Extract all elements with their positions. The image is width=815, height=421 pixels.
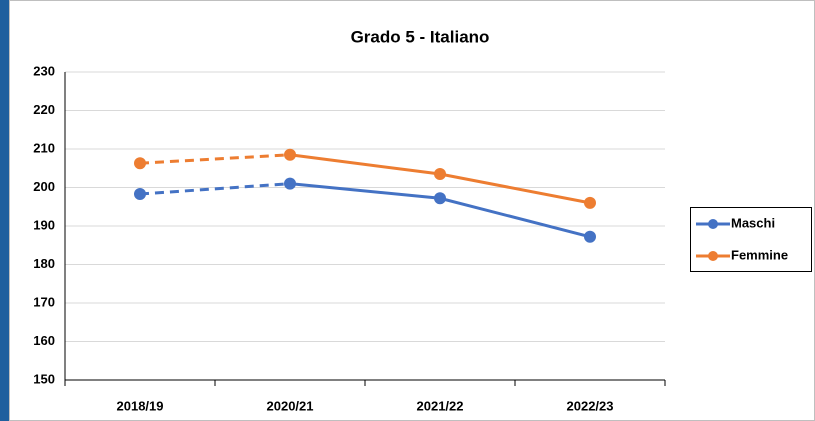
series-line <box>139 153 291 165</box>
data-point <box>134 157 146 170</box>
data-point <box>284 148 296 161</box>
chart-title: Grado 5 - Italiano <box>351 27 490 46</box>
data-point <box>584 230 596 243</box>
y-tick-label: 200 <box>33 179 55 194</box>
y-tick-label: 180 <box>33 256 55 271</box>
data-point <box>434 168 446 181</box>
x-tick-label: 2020/21 <box>267 398 314 413</box>
legend-marker <box>708 251 718 261</box>
window-edge <box>0 0 9 421</box>
y-tick-label: 210 <box>33 140 55 155</box>
chart-frame <box>9 0 815 421</box>
y-tick-label: 230 <box>33 63 55 78</box>
legend-label: Maschi <box>731 215 775 230</box>
data-point <box>584 196 596 209</box>
y-tick-label: 170 <box>33 294 55 309</box>
data-point <box>284 177 296 190</box>
data-point <box>134 188 146 201</box>
legend <box>690 207 812 272</box>
series-line <box>139 182 291 196</box>
y-tick-label: 190 <box>33 217 55 232</box>
x-tick-label: 2021/22 <box>417 398 464 413</box>
x-tick-label: 2022/23 <box>567 398 614 413</box>
y-tick-label: 160 <box>33 333 55 348</box>
y-tick-label: 150 <box>33 371 55 386</box>
legend-label: Femmine <box>731 247 788 262</box>
y-tick-label: 220 <box>33 102 55 117</box>
legend-marker <box>708 219 718 229</box>
x-tick-label: 2018/19 <box>117 398 164 413</box>
data-point <box>434 192 446 205</box>
